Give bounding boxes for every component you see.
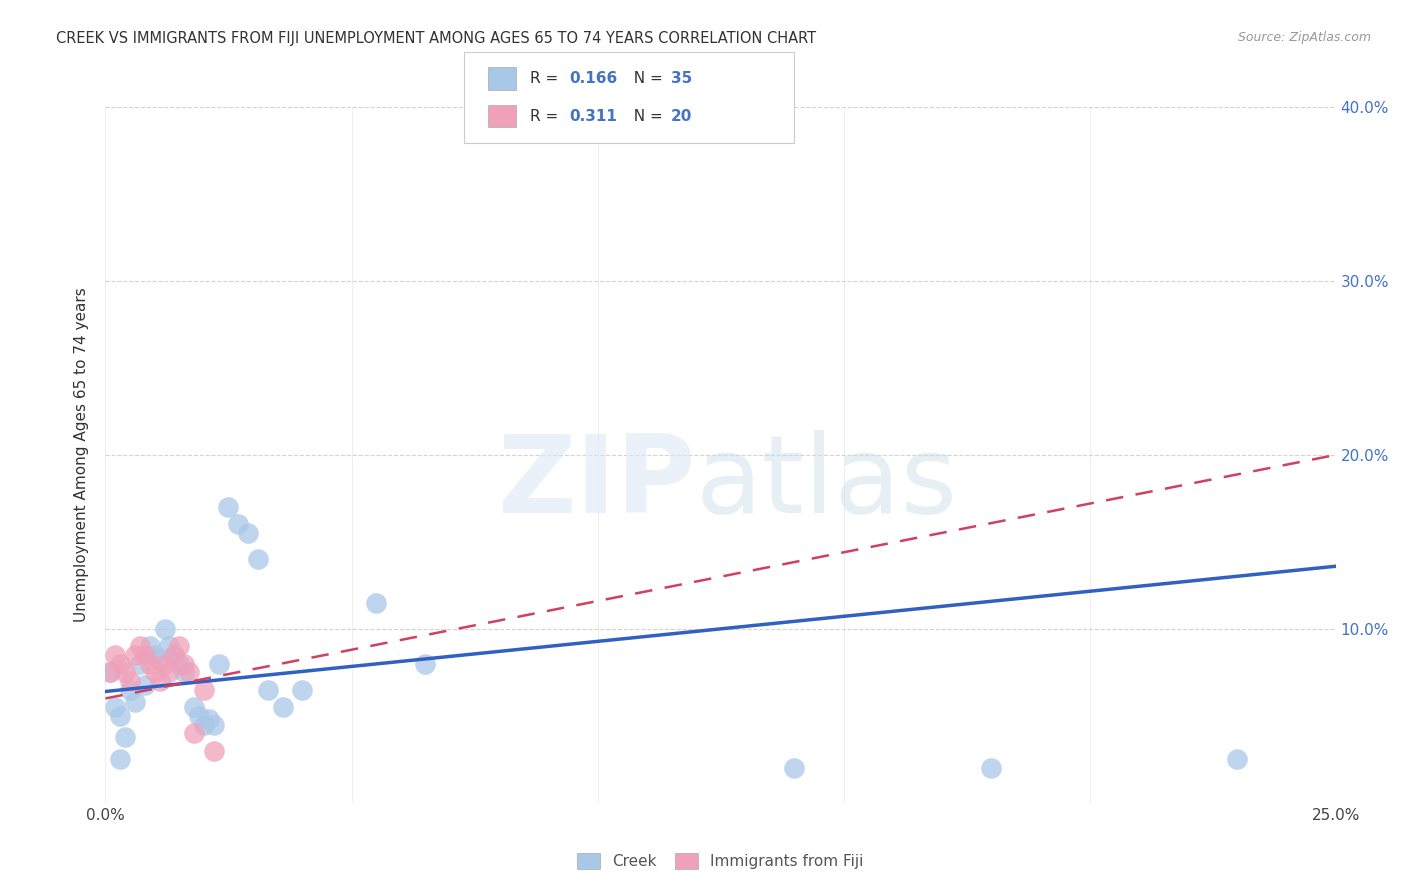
Text: R =: R =	[530, 109, 564, 124]
Point	[257, 682, 280, 697]
Point	[1226, 752, 1249, 766]
Point	[271, 700, 294, 714]
Point	[193, 682, 215, 697]
Text: ZIP: ZIP	[498, 430, 696, 536]
Point	[183, 700, 205, 714]
Point	[149, 653, 172, 667]
Point	[129, 657, 152, 671]
Point	[202, 717, 225, 731]
Point	[104, 648, 127, 662]
Point	[110, 752, 132, 766]
Point	[134, 648, 156, 662]
Point	[153, 657, 176, 671]
Point	[783, 761, 806, 775]
Text: N =: N =	[624, 70, 668, 86]
Y-axis label: Unemployment Among Ages 65 to 74 years: Unemployment Among Ages 65 to 74 years	[75, 287, 90, 623]
Point	[124, 648, 146, 662]
Point	[138, 639, 162, 653]
Point	[291, 682, 314, 697]
Point	[143, 648, 166, 662]
Point	[236, 526, 260, 541]
Point	[124, 695, 146, 709]
Point	[247, 552, 270, 566]
Point	[183, 726, 205, 740]
Text: 20: 20	[671, 109, 692, 124]
Point	[179, 665, 201, 680]
Point	[104, 700, 127, 714]
Point	[197, 712, 221, 726]
Point	[110, 657, 132, 671]
Point	[163, 648, 186, 662]
Point	[228, 517, 250, 532]
Point	[98, 665, 122, 680]
Text: 35: 35	[671, 70, 692, 86]
Text: atlas: atlas	[696, 430, 957, 536]
Point	[169, 657, 191, 671]
Point	[415, 657, 437, 671]
Point	[366, 596, 388, 610]
Point	[163, 648, 186, 662]
Point	[208, 657, 231, 671]
Point	[98, 665, 122, 680]
Point	[138, 657, 162, 671]
Point	[159, 665, 180, 680]
Point	[169, 639, 191, 653]
Point	[134, 677, 156, 691]
Text: 0.166: 0.166	[569, 70, 617, 86]
Point	[188, 708, 211, 723]
Point	[114, 730, 136, 744]
Point	[173, 657, 195, 671]
Point	[202, 744, 225, 758]
Point	[120, 674, 141, 689]
Legend: Creek, Immigrants from Fiji: Creek, Immigrants from Fiji	[571, 847, 870, 875]
Text: 0.311: 0.311	[569, 109, 617, 124]
Point	[129, 639, 152, 653]
Point	[143, 665, 166, 680]
Point	[159, 639, 180, 653]
Text: N =: N =	[624, 109, 668, 124]
Point	[218, 500, 240, 514]
Text: R =: R =	[530, 70, 564, 86]
Point	[980, 761, 1002, 775]
Text: Source: ZipAtlas.com: Source: ZipAtlas.com	[1237, 31, 1371, 45]
Text: CREEK VS IMMIGRANTS FROM FIJI UNEMPLOYMENT AMONG AGES 65 TO 74 YEARS CORRELATION: CREEK VS IMMIGRANTS FROM FIJI UNEMPLOYME…	[56, 31, 817, 46]
Point	[153, 622, 176, 636]
Point	[193, 717, 215, 731]
Point	[110, 708, 132, 723]
Point	[173, 665, 195, 680]
Point	[114, 665, 136, 680]
Point	[120, 682, 141, 697]
Point	[149, 674, 172, 689]
